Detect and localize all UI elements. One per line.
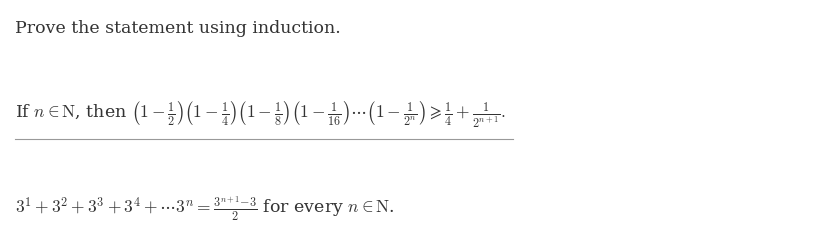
Text: If $n \in \mathrm{N}$, then $\left(1 - \frac{1}{2}\right)\left(1 - \frac{1}{4}\r: If $n \in \mathrm{N}$, then $\left(1 - \… — [15, 100, 506, 130]
Text: Prove the statement using induction.: Prove the statement using induction. — [15, 20, 341, 37]
Text: $3^1 + 3^2 + 3^3 + 3^4 + \cdots 3^n = \frac{3^{n+1}{-}3}{2}$ for every $n \in \m: $3^1 + 3^2 + 3^3 + 3^4 + \cdots 3^n = \f… — [15, 194, 394, 223]
